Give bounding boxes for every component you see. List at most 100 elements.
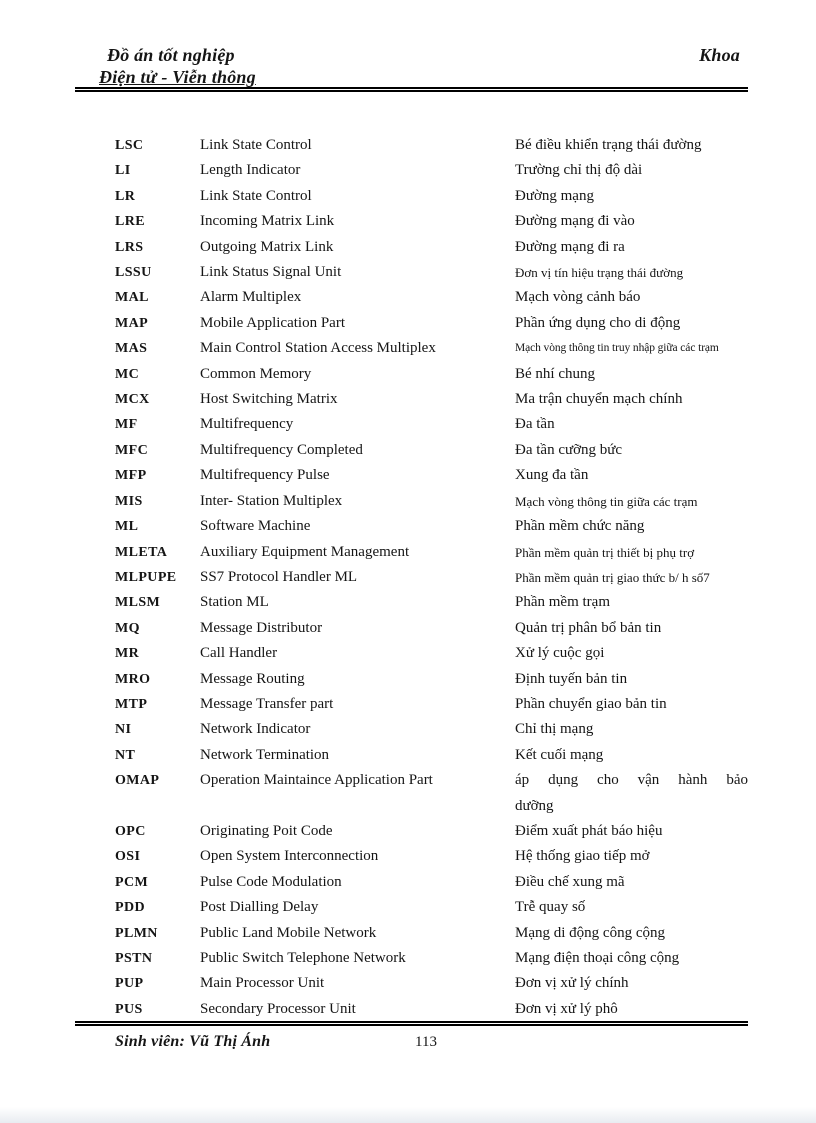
abbreviation-cell: LRS bbox=[115, 239, 144, 255]
abbreviation-cell: MIS bbox=[115, 493, 143, 509]
vietnamese-cell: Phần ứng dụng cho di động bbox=[515, 314, 681, 331]
english-cell: Alarm Multiplex bbox=[200, 289, 302, 306]
vietnamese-cell: Đơn vị xử lý phô bbox=[515, 1000, 618, 1017]
header-subtitle: Điện tử - Viễn thông bbox=[99, 67, 256, 87]
vietnamese-cell: Phần chuyển giao bản tin bbox=[515, 695, 667, 712]
english-cell: Auxiliary Equipment Management bbox=[200, 543, 410, 560]
english-cell: Station ML bbox=[200, 594, 269, 611]
glossary-row: MIS Inter- Station Multiplex Mạch vòng thô… bbox=[115, 489, 748, 514]
glossary-row: MFC Multifrequency Completed Đa tần cưỡng … bbox=[115, 438, 748, 463]
abbreviation-cell: MR bbox=[115, 646, 140, 662]
abbreviation-cell: LI bbox=[115, 163, 131, 179]
vietnamese-cell: Xung đa tần bbox=[515, 467, 589, 484]
vietnamese-cell: Hệ thống giao tiếp mở bbox=[515, 848, 650, 865]
vietnamese-cell: Quản trị phân bổ bản tin bbox=[515, 619, 662, 636]
glossary-row: OSI Open System Interconnection Hệ thống g… bbox=[115, 844, 748, 869]
abbreviation-cell: LRE bbox=[115, 214, 145, 230]
vietnamese-cell: Đường mạng đi vào bbox=[515, 213, 635, 230]
vietnamese-cell: Điểm xuất phát báo hiệu bbox=[515, 822, 663, 839]
english-cell: Common Memory bbox=[200, 365, 312, 382]
vietnamese-cell: Đa tần cưỡng bức bbox=[515, 441, 623, 458]
footer-student-name: Sinh viên: Vũ Thị Ánh bbox=[115, 1033, 271, 1050]
english-cell: Call Handler bbox=[200, 645, 278, 662]
english-cell: Network Termination bbox=[200, 746, 330, 763]
english-cell: Open System Interconnection bbox=[200, 848, 379, 865]
glossary-row: MAS Main Control Station Access Multiplex… bbox=[115, 336, 748, 361]
glossary-row: MLETA Auxiliary Equipment Management Phần … bbox=[115, 540, 748, 565]
english-cell: Main Control Station Access Multiplex bbox=[200, 340, 436, 357]
abbreviation-cell: PUS bbox=[115, 1001, 143, 1017]
glossary-row: MFP Multifrequency Pulse Xung đa tần bbox=[115, 463, 748, 488]
vietnamese-cell: Phần mềm trạm bbox=[515, 594, 610, 611]
glossary-row: LR Link State Control Đường mạng bbox=[115, 184, 748, 209]
abbreviation-cell: LSSU bbox=[115, 265, 152, 281]
abbreviation-cell: ML bbox=[115, 519, 139, 535]
header-rule: Điện tử - Viễn thông bbox=[75, 67, 748, 92]
glossary-row: LRE Incoming Matrix Link Đường mạng đi vào bbox=[115, 209, 748, 234]
abbreviation-cell: PSTN bbox=[115, 951, 153, 966]
glossary-row: MCX Host Switching Matrix Ma trận chuyển m… bbox=[115, 387, 748, 412]
vietnamese-cell: Phần mềm quản trị thiết bị phụ trợ bbox=[515, 544, 695, 560]
glossary-row: NT Network Termination Kết cuối mạng bbox=[115, 743, 748, 768]
english-cell: Inter- Station Multiplex bbox=[200, 492, 343, 509]
header-title-left: Đồ án tốt nghiệp bbox=[107, 45, 235, 65]
vietnamese-cell: áp dụng cho vận hành bảo dưỡng bbox=[515, 772, 748, 814]
vietnamese-cell: Trường chỉ thị độ dài bbox=[515, 162, 643, 179]
glossary-row: MLPUPE SS7 Protocol Handler ML Phần mềm qu… bbox=[115, 565, 748, 590]
vietnamese-cell: Đơn vị tín hiệu trạng thái đường bbox=[515, 265, 684, 281]
english-cell: Public Switch Telephone Network bbox=[200, 950, 406, 966]
glossary-row: PCM Pulse Code Modulation Điều chế xung mã bbox=[115, 870, 748, 895]
glossary-row: MAP Mobile Application Part Phần ứng dụng … bbox=[115, 311, 748, 336]
abbreviation-cell: OMAP bbox=[115, 773, 160, 789]
vietnamese-cell: Bé nhí chung bbox=[515, 365, 595, 382]
glossary-row: OMAP Operation Maintaince Application Par… bbox=[115, 768, 748, 819]
glossary-row: PUS Secondary Processor Unit Đơn vị xử lý … bbox=[115, 997, 748, 1022]
abbreviation-cell: MF bbox=[115, 417, 138, 433]
vietnamese-cell: Đường mạng đi ra bbox=[515, 238, 625, 255]
english-cell: Public Land Mobile Network bbox=[200, 924, 377, 941]
abbreviation-cell: MCX bbox=[115, 392, 150, 408]
abbreviation-cell: LR bbox=[115, 188, 136, 204]
abbreviation-cell: OSI bbox=[115, 849, 141, 865]
english-cell: Mobile Application Part bbox=[200, 314, 345, 331]
glossary-row: PLMN Public Land Mobile Network Mạng di độ… bbox=[115, 921, 748, 946]
vietnamese-cell: Đa tần bbox=[515, 416, 555, 433]
glossary-row: MF Multifrequency Đa tần bbox=[115, 412, 748, 437]
english-cell: SS7 Protocol Handler ML bbox=[200, 568, 358, 585]
glossary-row: NI Network Indicator Chỉ thị mạng bbox=[115, 717, 748, 742]
glossary-row: MLSM Station ML Phần mềm trạm bbox=[115, 590, 748, 615]
english-cell: Multifrequency Pulse bbox=[200, 467, 330, 484]
english-cell: Link Status Signal Unit bbox=[200, 264, 342, 281]
english-cell: Multifrequency Completed bbox=[200, 441, 363, 458]
glossary-row: MC Common Memory Bé nhí chung bbox=[115, 362, 748, 387]
abbreviation-cell: MLETA bbox=[115, 544, 168, 560]
abbreviation-cell: OPC bbox=[115, 823, 146, 839]
vietnamese-cell: Định tuyến bản tin bbox=[515, 670, 628, 687]
abbreviation-cell: MAL bbox=[115, 290, 149, 306]
vietnamese-cell: Kết cuối mạng bbox=[515, 746, 604, 763]
abbreviation-cell: PLMN bbox=[115, 925, 158, 941]
glossary-row: MQ Message Distributor Quản trị phân bổ bả… bbox=[115, 616, 748, 641]
english-cell: Post Dialling Delay bbox=[200, 899, 319, 916]
glossary-row: PUP Main Processor Unit Đơn vị xử lý chính bbox=[115, 971, 748, 996]
abbreviation-cell: MTP bbox=[115, 696, 148, 712]
abbreviation-cell: NT bbox=[115, 747, 136, 763]
english-cell: Link State Control bbox=[200, 137, 312, 153]
vietnamese-cell: Xử lý cuộc gọi bbox=[515, 645, 605, 662]
english-cell: Multifrequency bbox=[200, 416, 294, 433]
glossary-row: MAL Alarm Multiplex Mạch vòng cảnh báo bbox=[115, 285, 748, 310]
abbreviation-cell: PDD bbox=[115, 900, 145, 916]
abbreviation-cell: LSC bbox=[115, 138, 144, 153]
glossary-row: LI Length Indicator Trường chỉ thị độ dài bbox=[115, 158, 748, 183]
english-cell: Originating Poit Code bbox=[200, 822, 333, 839]
english-cell: Pulse Code Modulation bbox=[200, 873, 342, 890]
vietnamese-cell: Bé điều khiển trạng thái đường bbox=[515, 137, 702, 153]
abbreviation-cell: NI bbox=[115, 722, 132, 738]
vietnamese-cell: Điều chế xung mã bbox=[515, 873, 625, 890]
abbreviation-cell: MLSM bbox=[115, 595, 161, 611]
abbreviation-cell: MC bbox=[115, 366, 140, 382]
vietnamese-cell: Phần mềm quản trị giao thức b/ h số7 bbox=[515, 569, 710, 585]
english-cell: Software Machine bbox=[200, 518, 311, 535]
glossary-row: ML Software Machine Phần mềm chức năng bbox=[115, 514, 748, 539]
